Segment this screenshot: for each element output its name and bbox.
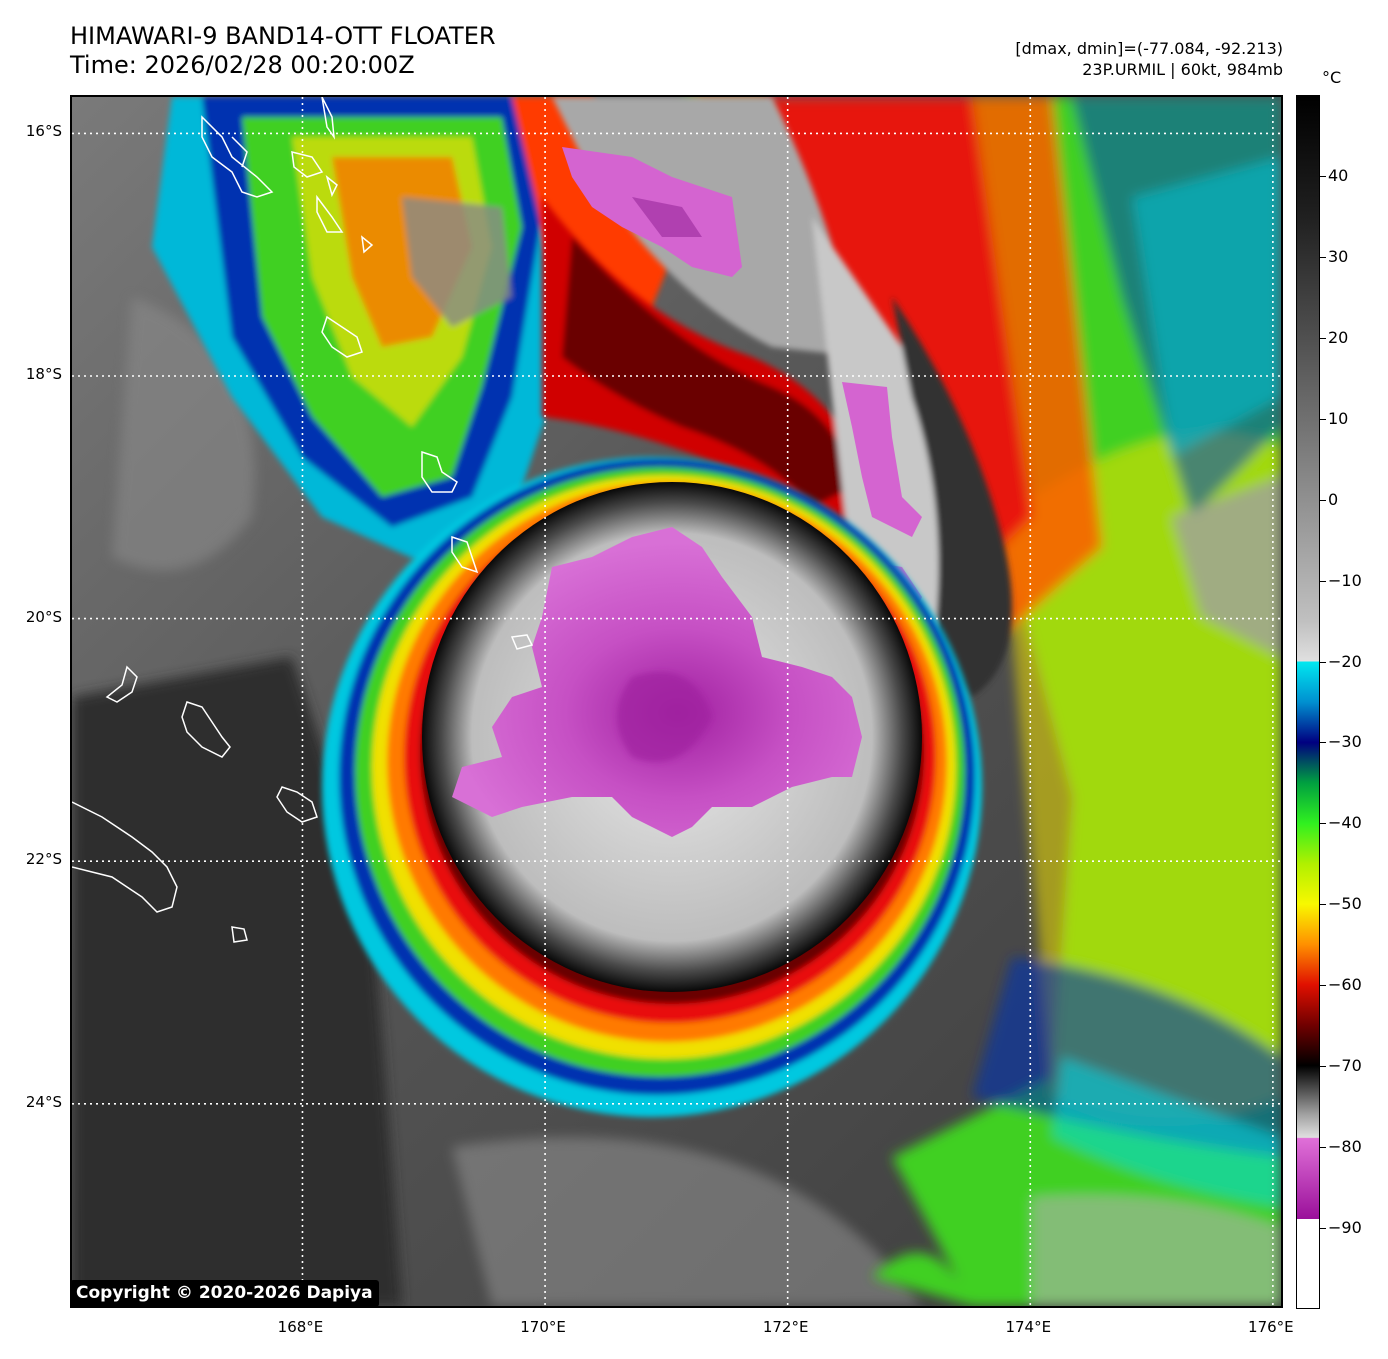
colorbar-tick — [1320, 661, 1326, 663]
colorbar-tick — [1320, 256, 1326, 258]
lon-label-172e: 172°E — [762, 1318, 809, 1336]
colorbar-tick — [1320, 1228, 1326, 1230]
colorbar-label: −40 — [1328, 813, 1362, 833]
colorbar — [1296, 95, 1320, 1309]
colorbar-tick — [1320, 175, 1326, 177]
colorbar-tick — [1320, 823, 1326, 825]
northwest-convection — [152, 97, 672, 567]
graticule-lines — [72, 97, 1281, 1306]
lon-label-176e: 176°E — [1248, 1318, 1294, 1336]
lon-label-174e: 174°E — [1005, 1318, 1052, 1336]
title-line-1: HIMAWARI-9 BAND14-OTT FLOATER — [70, 22, 496, 50]
colorbar-tick — [1320, 337, 1326, 339]
storm-info-text: 23P.URMIL | 60kt, 984mb — [1082, 60, 1283, 79]
chart-title: HIMAWARI-9 BAND14-OTT FLOATER Time: 2026… — [70, 22, 496, 80]
colorbar-tick — [1320, 742, 1326, 744]
colorbar-tick — [1320, 1147, 1326, 1149]
coastlines — [72, 97, 534, 943]
lat-label-22s: 22°S — [25, 850, 62, 869]
colorbar-label: −70 — [1328, 1056, 1362, 1076]
colorbar-label: −30 — [1328, 732, 1362, 752]
colorbar-tick — [1320, 904, 1326, 906]
colorbar-label: −60 — [1328, 975, 1362, 995]
satellite-map — [70, 95, 1283, 1308]
colorbar-label: 20 — [1328, 327, 1349, 347]
colorbar-label: 10 — [1328, 408, 1349, 428]
dark-clear-region — [72, 657, 402, 1306]
colorbar-label: 40 — [1328, 165, 1349, 185]
title-line-2: Time: 2026/02/28 00:20:00Z — [70, 51, 415, 79]
meta-info: [dmax, dmin]=(-77.084, -92.213) 23P.URMI… — [1015, 38, 1283, 80]
colorbar-label: −10 — [1328, 570, 1362, 590]
dmax-dmin-text: [dmax, dmin]=(-77.084, -92.213) — [1015, 39, 1283, 58]
lat-label-18s: 18°S — [25, 364, 62, 383]
satellite-image — [72, 97, 1281, 1306]
colorbar-tick — [1320, 499, 1326, 501]
copyright-label: Copyright © 2020-2026 Dapiya — [70, 1280, 379, 1307]
colorbar-label: −80 — [1328, 1137, 1362, 1157]
lon-label-168e: 168°E — [277, 1318, 324, 1336]
colorbar-label: −90 — [1328, 1218, 1362, 1238]
colorbar-unit: °C — [1322, 68, 1342, 87]
colorbar-tick — [1320, 418, 1326, 420]
colorbar-tick — [1320, 580, 1326, 582]
lat-label-24s: 24°S — [25, 1092, 62, 1111]
lat-label-20s: 20°S — [25, 607, 62, 626]
colorbar-label: 30 — [1328, 246, 1349, 266]
colorbar-label: −50 — [1328, 894, 1362, 914]
lat-label-16s: 16°S — [25, 122, 62, 141]
colorbar-tick — [1320, 1066, 1326, 1068]
colorbar-label: −20 — [1328, 651, 1362, 671]
colorbar-tick — [1320, 985, 1326, 987]
lon-label-170e: 170°E — [520, 1318, 566, 1336]
colorbar-label: 0 — [1328, 489, 1339, 509]
